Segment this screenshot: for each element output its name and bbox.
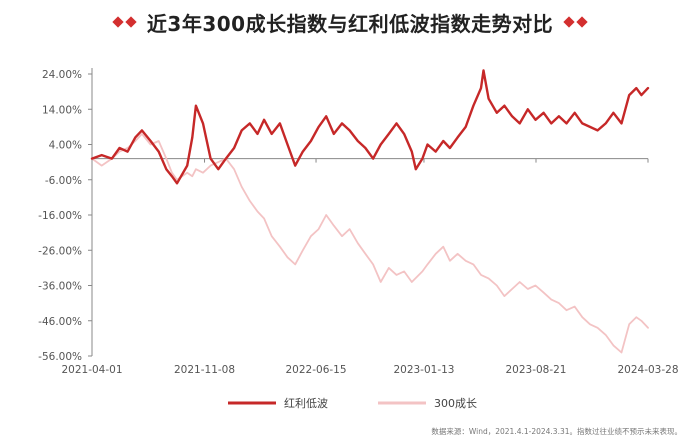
series-layer <box>90 69 650 354</box>
legend-item-dividend-label: 红利低波 <box>284 397 328 410</box>
y-tick-label: 4.00% <box>49 140 82 152</box>
y-tick-label: -26.00% <box>38 245 82 257</box>
y-axis: 24.00% 14.00% 4.00% -6.00% -16.00% -26.00% -36… <box>38 68 93 363</box>
y-tick-label: -46.00% <box>38 316 82 328</box>
series-line-growth <box>91 133 649 354</box>
legend: 红利低波 300成长 <box>228 397 477 410</box>
x-tick-label: 2022-06-15 <box>286 364 347 376</box>
y-tick-label: -36.00% <box>38 281 82 293</box>
x-tick-label: 2021-11-08 <box>174 364 235 376</box>
x-tick-label: 2024-03-28 <box>617 364 678 376</box>
y-tick-label: -16.00% <box>38 210 82 222</box>
series-line-dividend <box>90 69 650 185</box>
y-tick-label: 24.00% <box>42 69 82 81</box>
legend-item-growth-label: 300成长 <box>434 397 477 410</box>
title-row: 近3年300成长指数与红利低波指数走势对比 <box>0 8 700 36</box>
x-tick-label: 2023-08-21 <box>505 364 566 376</box>
y-tick-label: -56.00% <box>38 351 82 363</box>
x-tick-label: 2021-04-01 <box>61 364 122 376</box>
y-tick-label: -6.00% <box>45 175 82 187</box>
chart-title: 近3年300成长指数与红利低波指数走势对比 <box>146 11 554 36</box>
x-axis: 2021-04-01 2021-11-08 2022-06-15 2023-01-13… <box>61 158 679 376</box>
y-tick-label: 14.00% <box>42 104 82 116</box>
x-tick-label: 2023-01-13 <box>393 364 454 376</box>
source-note: 数据来源：Wind，2021.4.1-2024.3.31。指数过往业绩不预示未来… <box>431 427 682 436</box>
